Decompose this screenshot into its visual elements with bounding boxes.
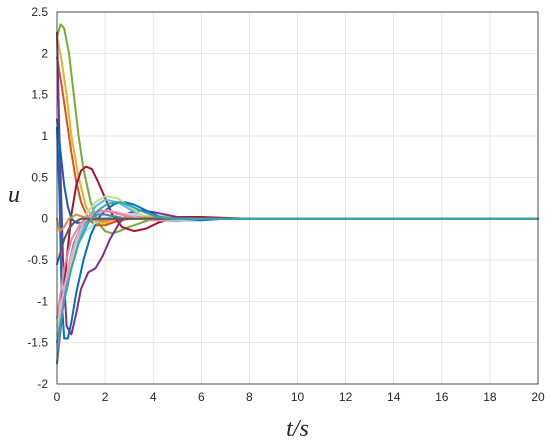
y-axis-label: u bbox=[8, 182, 20, 208]
x-tick-label: 2 bbox=[102, 390, 109, 404]
y-tick-label: 2 bbox=[41, 46, 48, 60]
series-line-16 bbox=[56, 201, 539, 344]
x-tick-label: 18 bbox=[483, 390, 497, 404]
x-tick-label: 16 bbox=[435, 390, 449, 404]
y-tick-label: 1.5 bbox=[31, 88, 48, 102]
y-tick-labels: -2 -1.5 -1 -0.5 0 0.5 1 1.5 2 2.5 bbox=[27, 5, 48, 391]
x-tick-label: 8 bbox=[246, 390, 253, 404]
x-axis-label: t/s bbox=[286, 416, 309, 442]
x-tick-label: 12 bbox=[339, 390, 353, 404]
x-tick-label: 10 bbox=[291, 390, 305, 404]
grid bbox=[56, 11, 539, 385]
x-tick-label: 6 bbox=[198, 390, 205, 404]
y-tick-label: 0.5 bbox=[31, 170, 48, 184]
y-tick-label: 1 bbox=[41, 129, 48, 143]
series-line-15 bbox=[56, 217, 539, 266]
x-tick-label: 14 bbox=[387, 390, 401, 404]
y-tick-label: 2.5 bbox=[31, 5, 48, 19]
plot-frame bbox=[56, 11, 539, 385]
y-tick-label: -2 bbox=[37, 377, 48, 391]
x-tick-labels: 0 2 4 6 8 10 12 14 16 18 20 bbox=[54, 390, 545, 404]
y-tick-label: -0.5 bbox=[27, 253, 48, 267]
x-tick-label: 20 bbox=[531, 390, 545, 404]
y-tick-label: 0 bbox=[41, 212, 48, 226]
x-tick-label: 4 bbox=[150, 390, 157, 404]
y-tick-label: -1.5 bbox=[27, 336, 48, 350]
x-tick-label: 0 bbox=[54, 390, 61, 404]
series-group bbox=[56, 23, 539, 365]
y-tick-label: -1 bbox=[37, 294, 48, 308]
